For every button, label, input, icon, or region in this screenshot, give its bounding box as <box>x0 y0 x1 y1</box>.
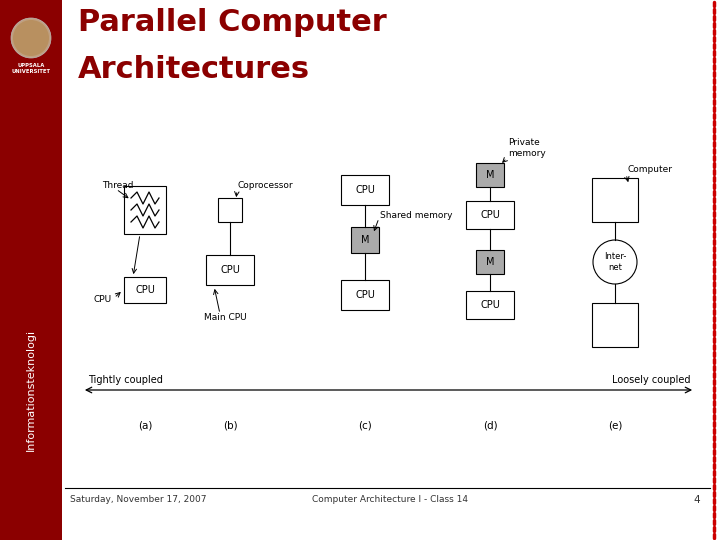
Bar <box>341 280 389 310</box>
Text: Coprocessor: Coprocessor <box>238 181 294 191</box>
Text: CPU: CPU <box>94 295 112 305</box>
Text: Architectures: Architectures <box>78 55 310 84</box>
Bar <box>466 201 514 229</box>
Text: CPU: CPU <box>220 265 240 275</box>
Text: (b): (b) <box>222 421 238 431</box>
Bar <box>124 186 166 234</box>
Text: Computer: Computer <box>627 165 672 174</box>
Bar <box>592 303 638 347</box>
Text: Main CPU: Main CPU <box>204 314 246 322</box>
Circle shape <box>11 18 51 58</box>
Text: M: M <box>486 257 494 267</box>
Text: Private
memory: Private memory <box>508 138 546 158</box>
Text: M: M <box>486 170 494 180</box>
Circle shape <box>13 20 49 56</box>
Text: CPU: CPU <box>480 300 500 310</box>
Text: (d): (d) <box>482 421 498 431</box>
Bar <box>0 0 62 540</box>
Text: CPU: CPU <box>355 185 375 195</box>
Text: CPU: CPU <box>135 285 155 295</box>
Text: Loosely coupled: Loosely coupled <box>611 375 690 385</box>
Text: CPU: CPU <box>355 290 375 300</box>
Bar <box>476 163 504 187</box>
Bar <box>206 255 254 285</box>
Text: Inter-
net: Inter- net <box>604 252 626 272</box>
Text: Thread: Thread <box>102 180 133 190</box>
Text: Parallel Computer: Parallel Computer <box>78 8 387 37</box>
Text: Computer Architecture I - Class 14: Computer Architecture I - Class 14 <box>312 496 468 504</box>
Text: (c): (c) <box>358 421 372 431</box>
Bar <box>218 198 242 222</box>
Bar <box>351 227 379 253</box>
Circle shape <box>593 240 637 284</box>
Text: M: M <box>361 235 369 245</box>
Text: UPPSALA
UNIVERSITET: UPPSALA UNIVERSITET <box>12 63 50 74</box>
Text: (e): (e) <box>608 421 622 431</box>
Bar <box>341 175 389 205</box>
Bar <box>466 291 514 319</box>
Text: (a): (a) <box>138 421 152 431</box>
Text: Informationsteknologi: Informationsteknologi <box>26 329 36 451</box>
Text: 4: 4 <box>693 495 700 505</box>
Text: Tightly coupled: Tightly coupled <box>88 375 163 385</box>
Bar <box>592 178 638 222</box>
Bar <box>124 277 166 303</box>
Text: Saturday, November 17, 2007: Saturday, November 17, 2007 <box>70 496 207 504</box>
Bar <box>476 250 504 274</box>
Text: Shared memory: Shared memory <box>380 211 452 219</box>
Text: CPU: CPU <box>480 210 500 220</box>
